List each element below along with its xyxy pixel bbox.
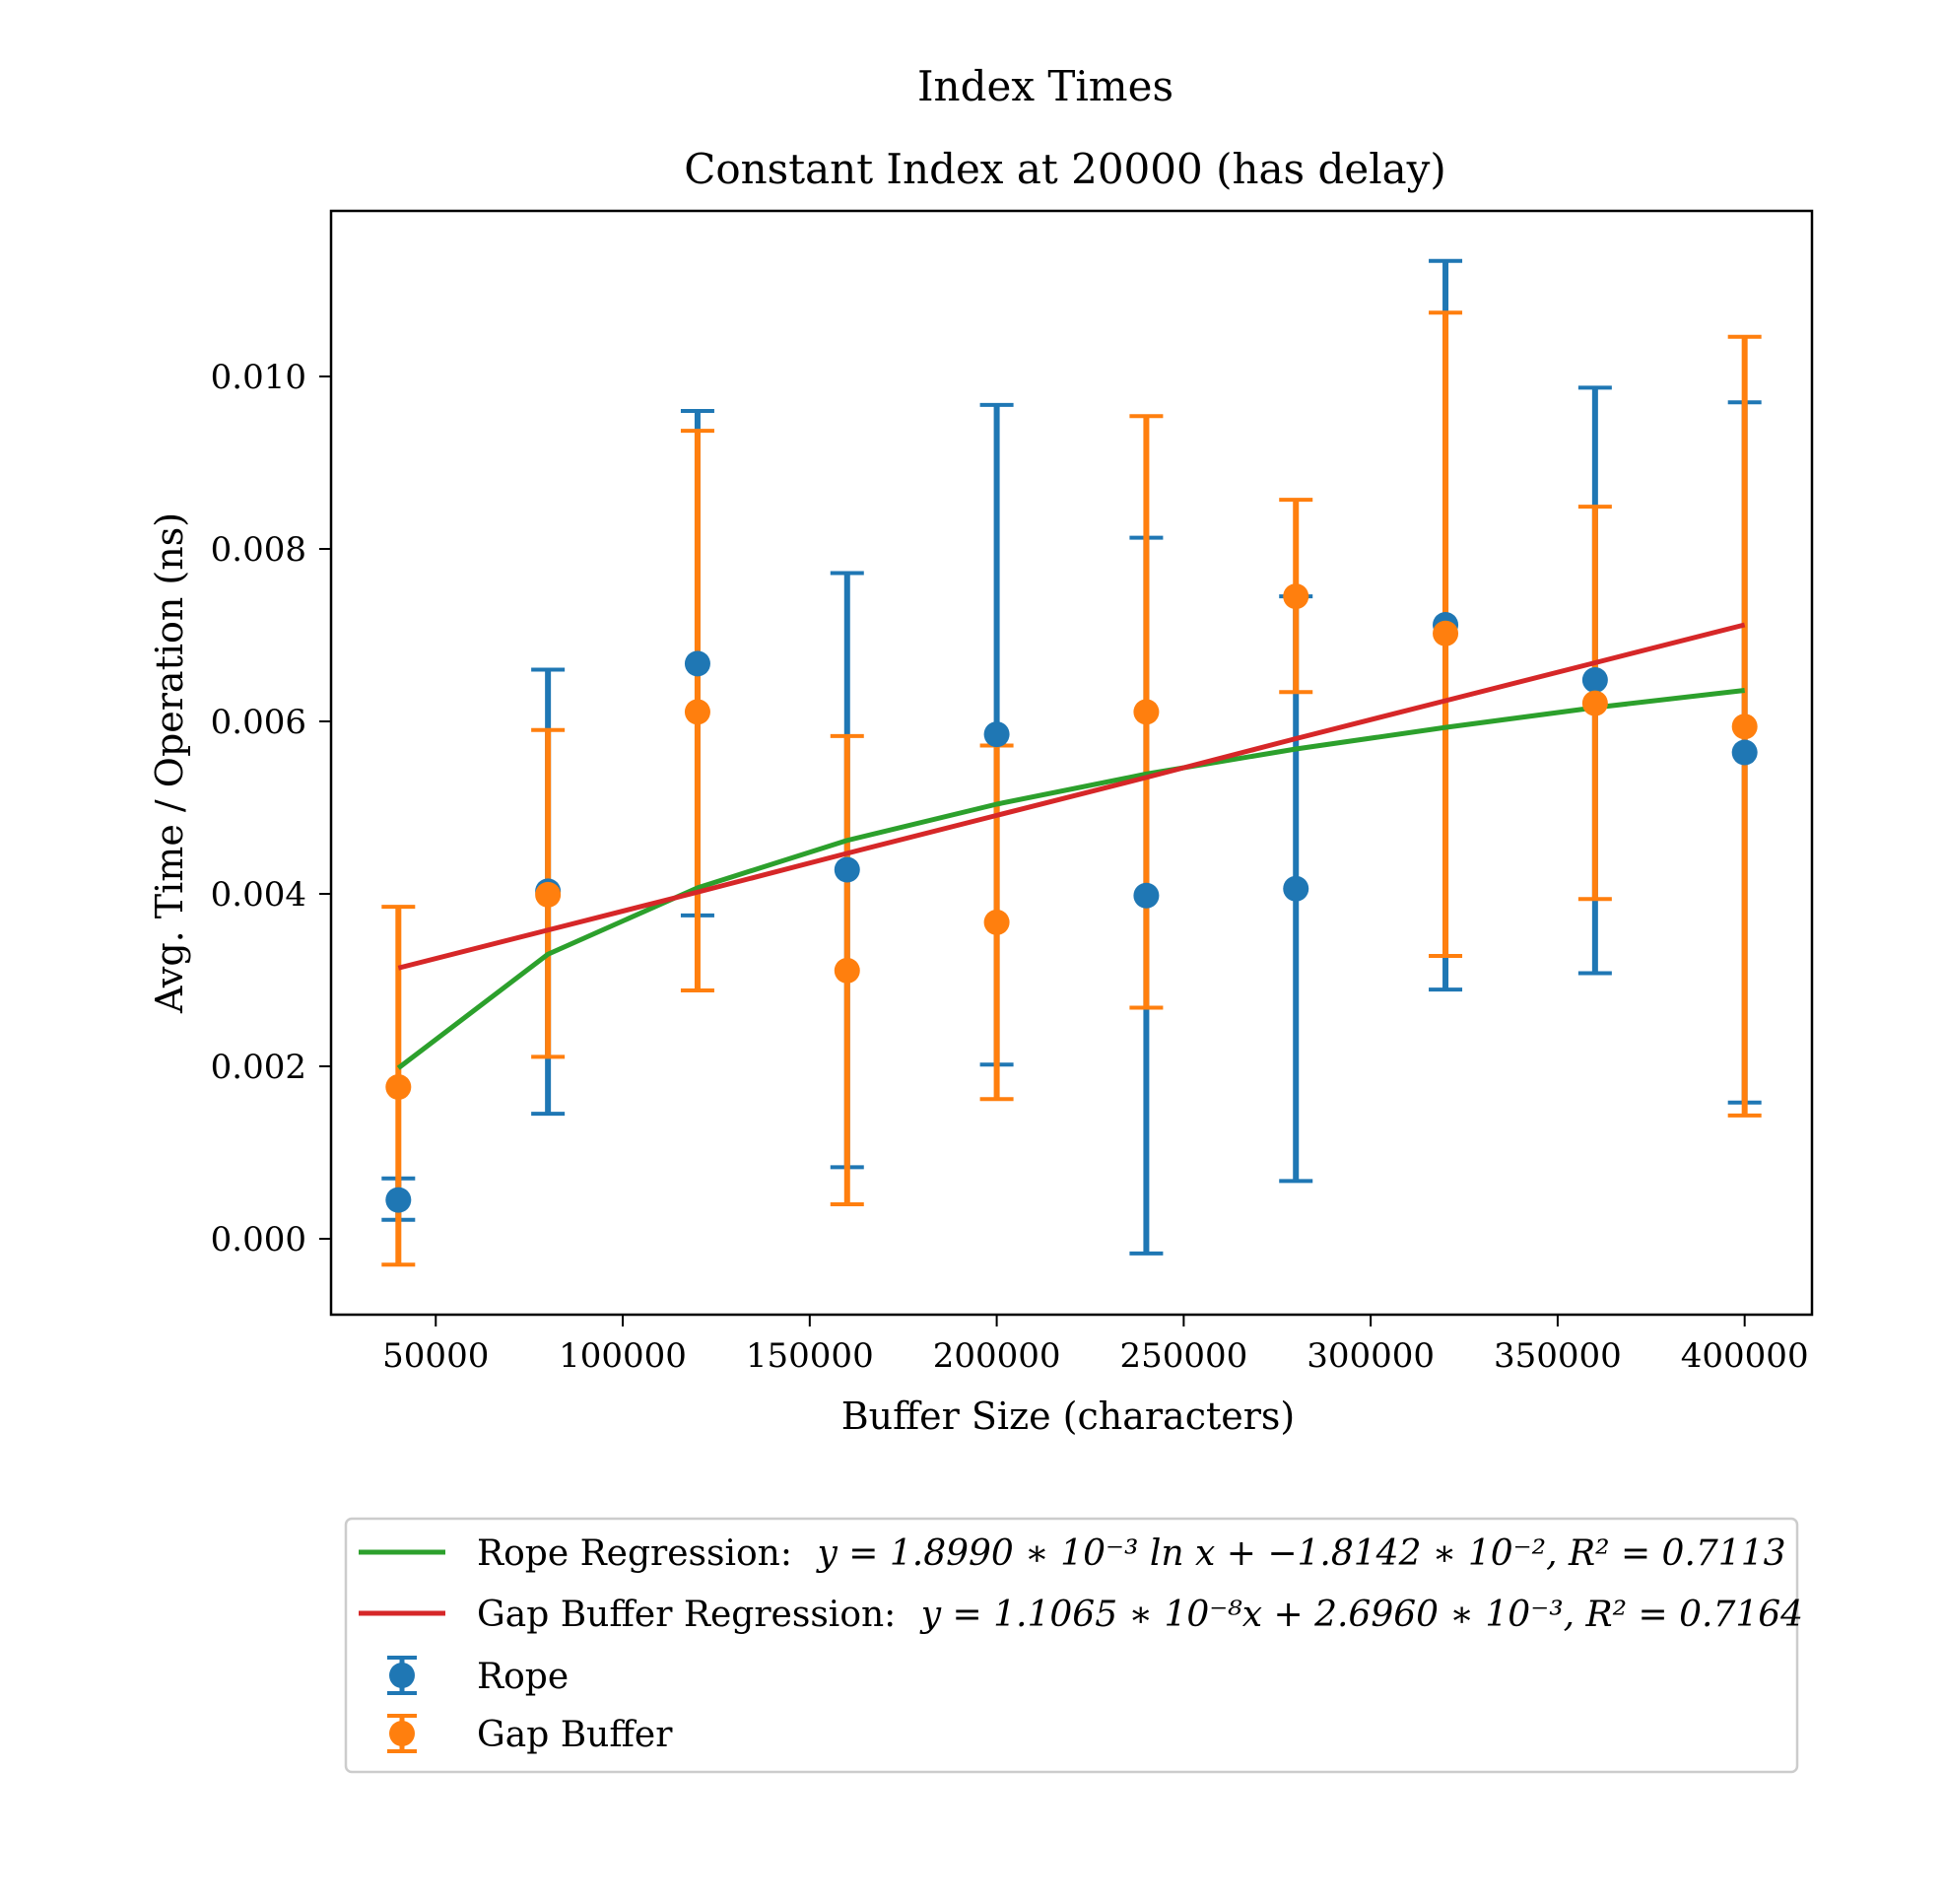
x-tick-label: 400000	[1681, 1336, 1809, 1376]
chart-subtitle: Constant Index at 20000 (has delay)	[684, 145, 1446, 193]
data-point	[983, 909, 1010, 935]
data-point	[1283, 583, 1309, 610]
y-tick-label: 0.010	[211, 358, 306, 397]
x-tick-label: 50000	[382, 1336, 489, 1376]
points-rope	[385, 612, 1758, 1213]
plot-frame	[329, 209, 1814, 1317]
data-point	[1731, 739, 1758, 766]
data-point	[1133, 699, 1160, 725]
legend-label-gap-regression: Gap Buffer Regression: y = 1.1065 ∗ 10⁻⁸…	[477, 1595, 1803, 1635]
legend-label-gap-buffer: Gap Buffer	[477, 1715, 673, 1755]
data-point	[834, 957, 860, 984]
data-point	[385, 1187, 412, 1213]
data-point	[1731, 714, 1758, 740]
x-axis-label: Buffer Size (characters)	[841, 1394, 1296, 1438]
data-point	[684, 650, 710, 677]
data-point	[983, 721, 1010, 748]
points-gap-buffer	[385, 583, 1758, 1100]
data-point	[535, 881, 562, 908]
data-point	[1581, 667, 1608, 693]
y-tick-label: 0.002	[211, 1048, 306, 1087]
chart-title: Index Times	[917, 62, 1173, 110]
y-axis-label: Avg. Time / Operation (ns)	[148, 512, 191, 1014]
regression-line-rope-regression	[396, 688, 1745, 1070]
x-axis-ticks: 50000 100000 150000 200000 250000 300000 35000…	[382, 1315, 1809, 1376]
regression-line-gap-buffer-regression	[397, 622, 1746, 971]
data-point	[1133, 882, 1160, 909]
legend-handle-gap-buffer	[387, 1714, 417, 1753]
y-tick-label: 0.004	[211, 875, 306, 915]
x-tick-label: 300000	[1307, 1336, 1435, 1376]
legend-handle-rope	[387, 1656, 417, 1695]
x-tick-label: 150000	[746, 1336, 874, 1376]
series-rope	[381, 258, 1762, 1256]
data-point	[1283, 875, 1309, 902]
data-point	[684, 699, 710, 725]
y-tick-label: 0.006	[211, 703, 306, 742]
legend-label-rope: Rope	[477, 1657, 569, 1697]
plot-area	[381, 258, 1762, 1267]
legend-label-rope-regression-eq: y = 1.8990 ∗ 10⁻³ ln x + −1.8142 ∗ 10⁻²,…	[815, 1533, 1785, 1574]
legend-box	[344, 1517, 1799, 1774]
x-tick-label: 200000	[933, 1336, 1061, 1376]
legend-label-gap-regression-lead: Gap Buffer Regression:	[477, 1595, 896, 1635]
y-tick-label: 0.000	[211, 1220, 306, 1259]
y-axis-ticks: 0.000 0.002 0.004 0.006 0.008 0.010	[211, 358, 331, 1259]
legend-label-rope-regression: Rope Regression: y = 1.8990 ∗ 10⁻³ ln x …	[477, 1533, 1786, 1574]
legend-label-rope-regression-lead: Rope Regression:	[477, 1533, 792, 1574]
x-tick-label: 350000	[1494, 1336, 1622, 1376]
y-tick-label: 0.008	[211, 530, 306, 570]
data-point	[834, 856, 860, 883]
legend-label-gap-regression-eq: y = 1.1065 ∗ 10⁻⁸x + 2.6960 ∗ 10⁻³, R² =…	[919, 1595, 1803, 1635]
data-point	[385, 1074, 412, 1100]
x-tick-label: 100000	[559, 1336, 687, 1376]
data-point	[1433, 620, 1459, 646]
data-point	[1581, 690, 1608, 716]
legend: Rope Regression: y = 1.8990 ∗ 10⁻³ ln x …	[344, 1517, 1803, 1774]
x-tick-label: 250000	[1119, 1336, 1247, 1376]
